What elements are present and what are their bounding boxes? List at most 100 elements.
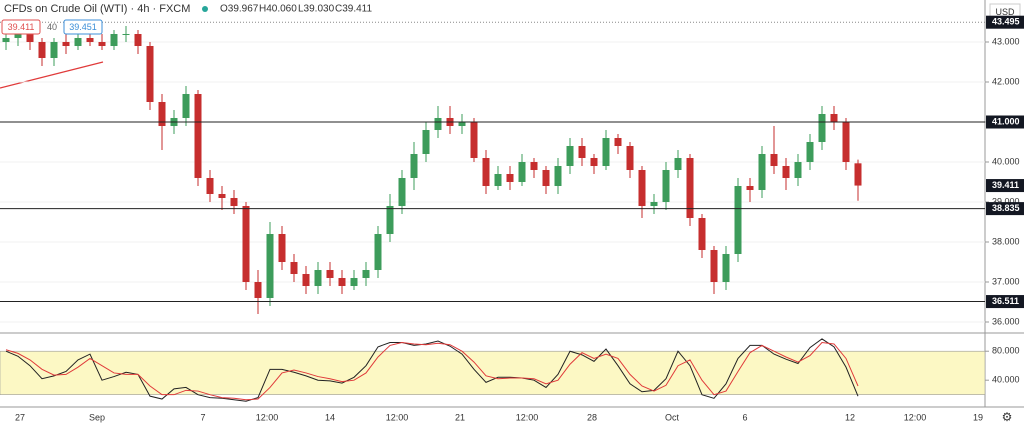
buy-box[interactable] — [63, 19, 103, 35]
candle-body — [698, 218, 706, 250]
x-tick-label: 14 — [325, 412, 335, 422]
candle-body — [266, 234, 274, 298]
candle-body — [674, 158, 682, 170]
candle-body — [590, 158, 598, 166]
candle-body — [818, 114, 826, 142]
candle-body — [50, 42, 58, 58]
candle-body — [458, 122, 466, 126]
candle-body — [14, 34, 22, 38]
candle-body — [482, 158, 490, 186]
candle-body — [374, 234, 382, 270]
candle-body — [2, 38, 10, 42]
status-dot — [202, 6, 208, 12]
y-tick-label: 39.000 — [992, 196, 1020, 206]
candle-body — [770, 154, 778, 166]
x-tick-label: 28 — [587, 412, 597, 422]
level-box — [986, 295, 1024, 309]
candle-body — [710, 250, 718, 282]
candle-body — [122, 34, 130, 35]
candle-body — [518, 162, 526, 182]
y-tick-label: 42.000 — [992, 76, 1020, 86]
candle-body — [38, 42, 46, 58]
level-label: 41.000 — [992, 116, 1020, 126]
y-tick-label: 36.000 — [992, 316, 1020, 326]
currency[interactable]: USD — [995, 7, 1015, 17]
candle-body — [158, 102, 166, 126]
candle-body — [854, 163, 862, 186]
candle-body — [254, 282, 262, 298]
marks — [0, 21, 989, 402]
candle-body — [422, 130, 430, 154]
y-tick-label: 40.000 — [992, 156, 1020, 166]
candle-body — [782, 166, 790, 178]
level-box — [986, 15, 1024, 29]
candle-body — [302, 274, 310, 286]
x-tick-label: 12:00 — [256, 412, 279, 422]
level-box — [986, 202, 1024, 216]
settings-icon[interactable]: ⚙ — [1002, 410, 1013, 424]
candle-body — [530, 162, 538, 170]
level-label: 39.411 — [992, 180, 1019, 190]
ohlc-high: H40.060 — [259, 4, 297, 15]
sell-price[interactable]: 39.411 — [8, 22, 35, 32]
candle-body — [794, 162, 802, 178]
level-label: 36.511 — [992, 296, 1019, 306]
ohlc-low: L39.030 — [298, 4, 335, 15]
candle-body — [182, 94, 190, 118]
x-tick-label: 12:00 — [904, 412, 927, 422]
x-tick-label: 6 — [742, 412, 747, 422]
candle-body — [614, 138, 622, 146]
buy-price[interactable]: 39.451 — [69, 22, 97, 32]
ohlc-open: O39.967 — [220, 4, 259, 15]
candle-body — [230, 198, 238, 206]
candle-body — [338, 278, 346, 286]
candle-body — [578, 146, 586, 158]
candle-body — [638, 170, 646, 206]
candle-body — [26, 34, 34, 42]
x-tick-label: 12:00 — [516, 412, 539, 422]
candle-body — [74, 38, 82, 46]
candle-body — [842, 122, 850, 162]
candle-body — [410, 154, 418, 178]
stoch-band — [0, 350, 986, 395]
trend-line — [0, 61, 104, 89]
candle-body — [686, 158, 694, 218]
level-label: 38.835 — [992, 203, 1020, 213]
candle-body — [290, 262, 298, 274]
candle-body — [734, 186, 742, 254]
x-tick-label: Sep — [89, 412, 105, 422]
candle-body — [566, 146, 574, 166]
candle-body — [506, 174, 514, 182]
labels: CFDs on Crude Oil (WTI) · 4h · FXCM O39.… — [1, 3, 1024, 424]
candle-body — [326, 270, 334, 278]
y-tick-label: 80.000 — [992, 346, 1020, 356]
candle-body — [206, 178, 214, 194]
y-tick-label: 37.000 — [992, 276, 1020, 286]
candle-body — [362, 270, 370, 278]
y-tick-label: 43.000 — [992, 36, 1020, 46]
candle-body — [746, 186, 754, 190]
x-tick-label: 12:00 — [386, 412, 409, 422]
candle-body — [350, 278, 358, 286]
x-tick-label: 21 — [455, 412, 465, 422]
candle-body — [398, 178, 406, 206]
x-tick-label: 7 — [200, 412, 205, 422]
candle-body — [194, 94, 202, 178]
level-box — [986, 179, 1024, 193]
symbol-title: CFDs on Crude Oil (WTI) · 4h · FXCM — [4, 3, 190, 15]
candle-body — [830, 114, 838, 122]
candle-body — [722, 254, 730, 282]
candle-body — [602, 138, 610, 166]
x-tick-label: 27 — [15, 412, 25, 422]
candle-body — [98, 42, 106, 46]
candle-body — [494, 174, 502, 186]
x-tick-label: 19 — [973, 412, 983, 422]
candle-body — [470, 122, 478, 158]
candle-body — [650, 202, 658, 206]
candle-body — [626, 146, 634, 170]
x-tick-label: 12 — [845, 412, 855, 422]
candle-body — [662, 170, 670, 202]
sell-box[interactable] — [1, 19, 41, 35]
